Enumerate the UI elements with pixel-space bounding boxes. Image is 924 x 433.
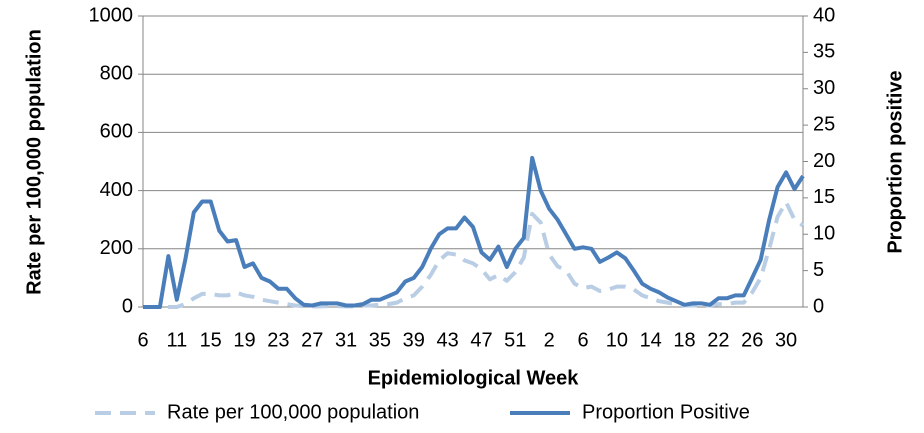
y2-tick-label: 10 bbox=[813, 223, 835, 245]
x-tick-label: 22 bbox=[707, 329, 729, 351]
x-tick-label: 19 bbox=[233, 329, 255, 351]
x-tick-label: 6 bbox=[137, 329, 148, 351]
x-tick-label: 23 bbox=[267, 329, 289, 351]
y2-tick-label: 40 bbox=[813, 4, 835, 26]
x-tick-label: 6 bbox=[577, 329, 588, 351]
y-tick-label: 600 bbox=[100, 121, 133, 143]
x-tick-label: 26 bbox=[741, 329, 763, 351]
x-tick-label: 43 bbox=[436, 329, 458, 351]
y2-tick-label: 5 bbox=[813, 259, 824, 281]
x-tick-label: 30 bbox=[775, 329, 797, 351]
y-tick-label: 0 bbox=[122, 295, 133, 317]
y2-tick-label: 0 bbox=[813, 295, 824, 317]
y-axis-title: Rate per 100,000 population bbox=[23, 29, 45, 295]
x-tick-label: 31 bbox=[335, 329, 357, 351]
x-tick-label: 47 bbox=[470, 329, 492, 351]
y2-tick-label: 25 bbox=[813, 113, 835, 135]
y-tick-label: 200 bbox=[100, 237, 133, 259]
y-tick-label: 800 bbox=[100, 62, 133, 84]
y2-tick-label: 20 bbox=[813, 150, 835, 172]
y2-tick-label: 30 bbox=[813, 77, 835, 99]
x-axis-title: Epidemiological Week bbox=[368, 367, 580, 389]
x-tick-label: 2 bbox=[544, 329, 555, 351]
x-tick-label: 18 bbox=[673, 329, 695, 351]
x-tick-label: 15 bbox=[200, 329, 222, 351]
x-tick-label: 10 bbox=[606, 329, 628, 351]
x-tick-label: 14 bbox=[640, 329, 662, 351]
x-tick-label: 39 bbox=[403, 329, 425, 351]
x-tick-label: 27 bbox=[301, 329, 323, 351]
x-tick-label: 11 bbox=[166, 329, 187, 351]
x-tick-label: 35 bbox=[369, 329, 391, 351]
series-line bbox=[143, 200, 805, 309]
y2-tick-label: 35 bbox=[813, 41, 835, 63]
legend-label: Rate per 100,000 population bbox=[167, 401, 419, 423]
y-tick-label: 1000 bbox=[89, 4, 134, 26]
y-tick-label: 400 bbox=[100, 179, 133, 201]
y2-tick-label: 15 bbox=[813, 186, 835, 208]
x-tick-label: 51 bbox=[504, 329, 526, 351]
series-line bbox=[143, 155, 805, 309]
y2-axis-title: Proportion positive bbox=[884, 70, 906, 253]
legend-label: Proportion Positive bbox=[582, 401, 750, 423]
